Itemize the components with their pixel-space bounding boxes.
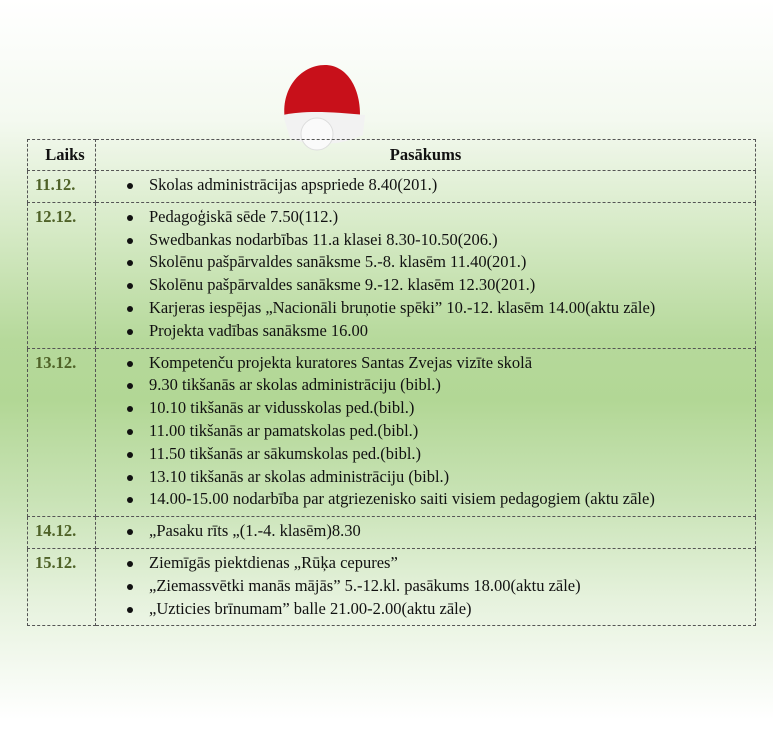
list-item: Projekta vadības sanāksme 16.00	[127, 320, 755, 343]
event-list: Skolas administrācijas apspriede 8.40(20…	[34, 171, 755, 202]
event-list: „Pasaku rīts „(1.-4. klasēm)8.30	[34, 517, 755, 548]
list-item: 13.10 tikšanās ar skolas administrāciju …	[127, 466, 755, 489]
row-events: Ziemīgās piektdienas „Rūķa cepures” „Ziem…	[95, 547, 756, 627]
header-time: Laiks	[27, 139, 96, 171]
row-date: 14.12.	[27, 516, 96, 549]
list-item: Karjeras iespējas „Nacionāli bruņotie sp…	[127, 297, 755, 320]
list-item: 11.50 tikšanās ar sākumskolas ped.(bibl.…	[127, 443, 755, 466]
list-item: 11.00 tikšanās ar pamatskolas ped.(bibl.…	[127, 420, 755, 443]
list-item: 14.00-15.00 nodarbība par atgriezenisko …	[127, 488, 755, 511]
snowflake-icon	[72, 52, 160, 140]
row-events: Pedagoģiskā sēde 7.50(112.) Swedbankas no…	[95, 201, 756, 349]
list-item: 10.10 tikšanās ar vidusskolas ped.(bibl.…	[127, 397, 755, 420]
row-date: 13.12.	[27, 347, 96, 518]
list-item: Skolēnu pašpārvaldes sanāksme 9.-12. kla…	[127, 274, 755, 297]
row-events: „Pasaku rīts „(1.-4. klasēm)8.30	[95, 516, 756, 549]
row-date: 15.12.	[27, 547, 96, 627]
list-item: Skolas administrācijas apspriede 8.40(20…	[127, 174, 755, 197]
event-list: Kompetenču projekta kuratores Santas Zve…	[34, 349, 755, 517]
table-row: 15.12. Ziemīgās piektdienas „Rūķa cepures…	[27, 547, 756, 627]
list-item: „Uzticies brīnumam” balle 21.00-2.00(akt…	[127, 598, 755, 621]
table-row: 13.12. Kompetenču projekta kuratores Sant…	[27, 347, 756, 518]
table-row: 12.12. Pedagoģiskā sēde 7.50(112.) Swedban…	[27, 201, 756, 349]
header-event: Pasākums	[95, 139, 756, 171]
row-date: 12.12.	[27, 201, 96, 349]
list-item: 9.30 tikšanās ar skolas administrāciju (…	[127, 374, 755, 397]
list-item: „Ziemassvētki manās mājās” 5.-12.kl. pas…	[127, 575, 755, 598]
event-list: Ziemīgās piektdienas „Rūķa cepures” „Ziem…	[34, 549, 755, 625]
list-item: Skolēnu pašpārvaldes sanāksme 5.-8. klas…	[127, 251, 755, 274]
schedule-table: Laiks Pasākums 11.12. Skolas administrāci…	[27, 139, 756, 627]
row-events: Skolas administrācijas apspriede 8.40(20…	[95, 170, 756, 203]
list-item: Ziemīgās piektdienas „Rūķa cepures”	[127, 552, 755, 575]
list-item: „Pasaku rīts „(1.-4. klasēm)8.30	[127, 520, 755, 543]
event-list: Pedagoģiskā sēde 7.50(112.) Swedbankas no…	[34, 203, 755, 348]
row-events: Kompetenču projekta kuratores Santas Zve…	[95, 347, 756, 518]
table-row: 14.12. „Pasaku rīts „(1.-4. klasēm)8.30	[27, 516, 756, 549]
row-date: 11.12.	[27, 170, 96, 203]
list-item: Kompetenču projekta kuratores Santas Zve…	[127, 352, 755, 375]
table-row: 11.12. Skolas administrācijas apspriede 8…	[27, 170, 756, 203]
list-item: Pedagoģiskā sēde 7.50(112.)	[127, 206, 755, 229]
list-item: Swedbankas nodarbības 11.a klasei 8.30-1…	[127, 229, 755, 252]
